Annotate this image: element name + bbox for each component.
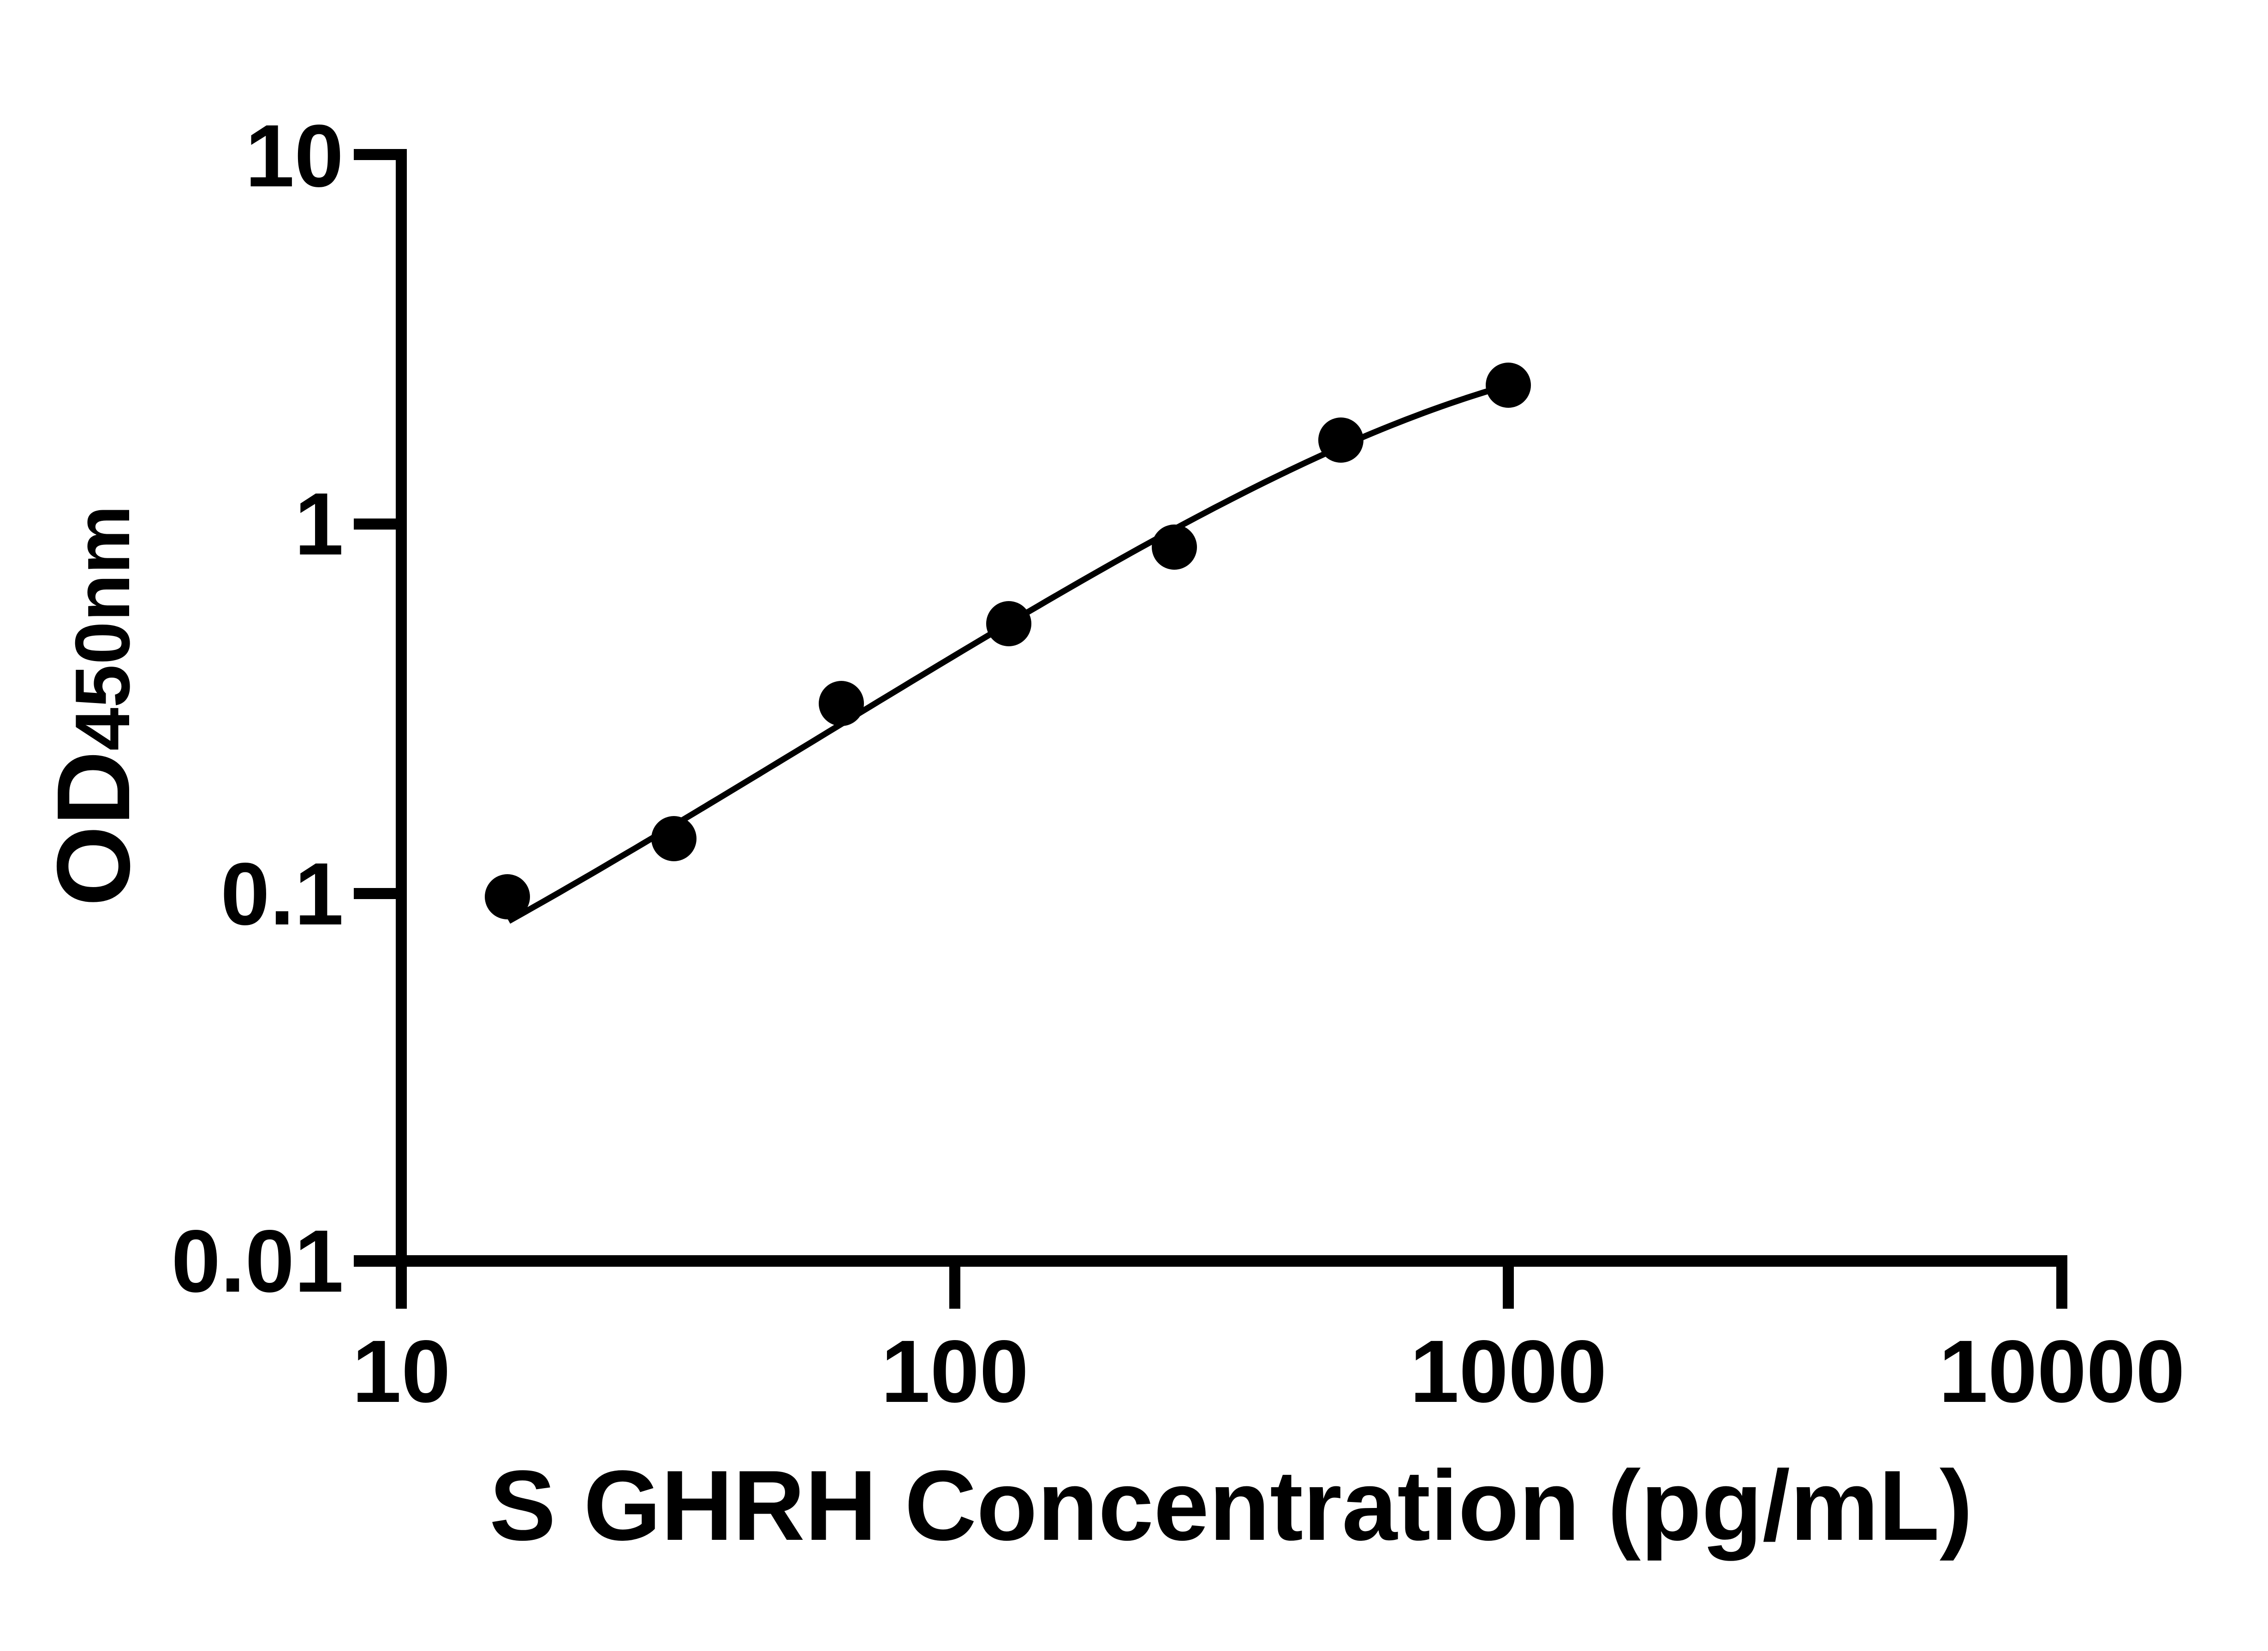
svg-text:10000: 10000 xyxy=(1939,1322,2185,1421)
svg-text:OD450nm: OD450nm xyxy=(35,505,151,906)
svg-text:1: 1 xyxy=(294,474,344,573)
svg-text:S GHRH Concentration (pg/mL): S GHRH Concentration (pg/mL) xyxy=(489,1449,1973,1561)
svg-text:10: 10 xyxy=(245,106,344,205)
svg-text:1000: 1000 xyxy=(1410,1322,1607,1421)
svg-text:100: 100 xyxy=(881,1322,1029,1421)
svg-text:0.1: 0.1 xyxy=(220,844,344,943)
svg-text:10: 10 xyxy=(352,1322,451,1421)
svg-text:0.01: 0.01 xyxy=(171,1211,344,1311)
